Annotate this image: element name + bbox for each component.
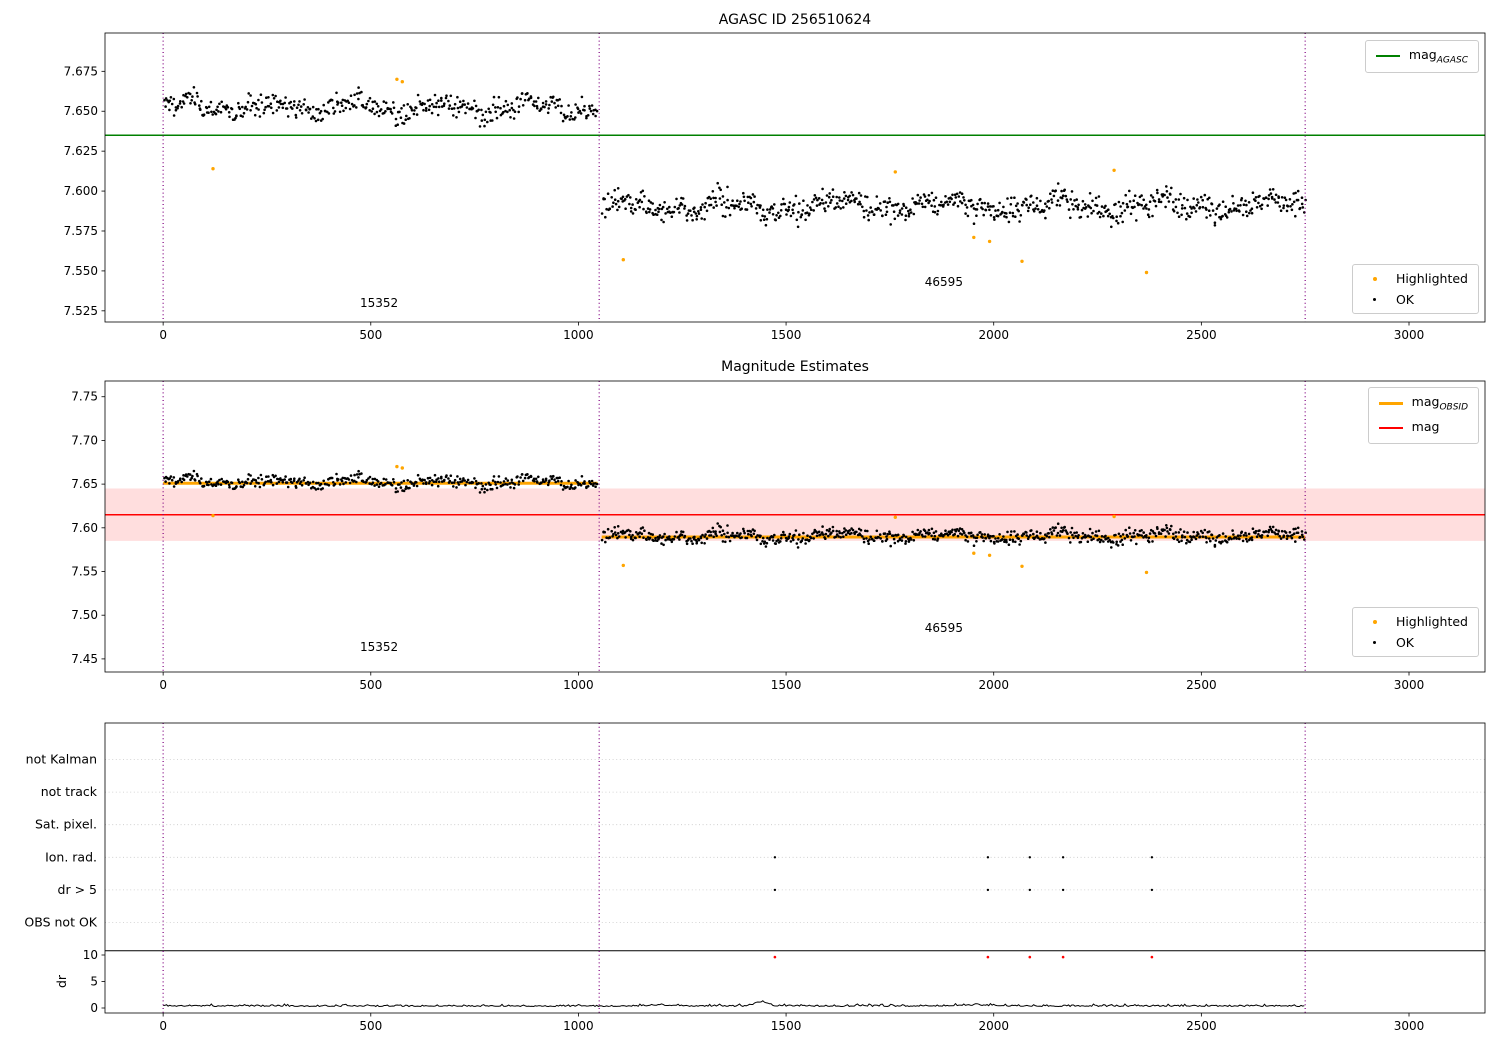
- svg-text:7.575: 7.575: [64, 224, 98, 238]
- legend-label: Highlighted: [1395, 614, 1468, 629]
- legend-item: Highlighted: [1363, 614, 1468, 629]
- svg-text:7.65: 7.65: [71, 477, 98, 491]
- legend-item: Highlighted: [1363, 271, 1468, 286]
- svg-text:7.650: 7.650: [64, 104, 98, 118]
- svg-text:3000: 3000: [1394, 1019, 1425, 1033]
- legend-label: magOBSID: [1411, 394, 1468, 413]
- axes-frame: [104, 32, 1486, 323]
- legend-p1-markers: Highlighted OK: [1351, 264, 1479, 314]
- svg-text:7.625: 7.625: [64, 144, 98, 158]
- svg-text:2500: 2500: [1186, 678, 1217, 692]
- legend-label: OK: [1395, 292, 1414, 307]
- dr-trace: [163, 1000, 1305, 1008]
- highlighted-points: [211, 464, 1149, 575]
- svg-text:5: 5: [90, 975, 98, 989]
- svg-text:dr: dr: [54, 974, 69, 988]
- orange-line-icon: [1378, 401, 1403, 405]
- svg-text:7.675: 7.675: [64, 64, 98, 78]
- flag-row-label: not Kalman: [26, 752, 97, 767]
- legend-sample: [1363, 298, 1387, 301]
- svg-text:1000: 1000: [563, 678, 594, 692]
- plot-mag-estimates: 15352 46595 0 500 1000 1500 2000 2500 3000 7.45 7.…: [71, 380, 1486, 692]
- legend-label: magAGASC: [1408, 47, 1468, 66]
- flag-row-label: Ion. rad.: [45, 849, 97, 864]
- svg-text:1500: 1500: [771, 328, 802, 342]
- svg-text:7.70: 7.70: [71, 433, 98, 447]
- svg-text:7.60: 7.60: [71, 521, 98, 535]
- svg-text:0: 0: [159, 328, 167, 342]
- black-dot-icon: [1373, 641, 1377, 644]
- svg-text:0: 0: [159, 1019, 167, 1033]
- svg-text:7.55: 7.55: [71, 565, 98, 579]
- obsid-annotation: 46595: [925, 275, 963, 289]
- svg-text:7.45: 7.45: [71, 652, 98, 666]
- legend-mag-agasc: magAGASC: [1364, 40, 1479, 73]
- svg-text:2000: 2000: [978, 328, 1009, 342]
- red-line-icon: [1378, 426, 1403, 429]
- legend-item: OK: [1363, 292, 1468, 307]
- svg-text:7.600: 7.600: [64, 184, 98, 198]
- ok-points: [163, 469, 1307, 549]
- legend-sample: [1363, 619, 1387, 624]
- flag-row-label: Sat. pixel.: [35, 817, 97, 832]
- black-dot-icon: [1373, 298, 1377, 301]
- svg-text:2500: 2500: [1186, 328, 1217, 342]
- svg-text:7.50: 7.50: [71, 608, 98, 622]
- legend-label: OK: [1395, 635, 1414, 650]
- green-line-icon: [1375, 55, 1400, 58]
- svg-text:7.525: 7.525: [64, 304, 98, 318]
- svg-text:1500: 1500: [771, 678, 802, 692]
- svg-text:1500: 1500: [771, 1019, 802, 1033]
- svg-text:2000: 2000: [978, 678, 1009, 692]
- svg-text:500: 500: [359, 678, 382, 692]
- svg-text:3000: 3000: [1394, 328, 1425, 342]
- svg-text:3000: 3000: [1394, 678, 1425, 692]
- axes-frame: [104, 722, 1486, 1014]
- svg-text:2500: 2500: [1186, 1019, 1217, 1033]
- axes-frame: [104, 380, 1486, 673]
- svg-text:0: 0: [90, 1001, 98, 1015]
- legend-item: mag: [1378, 418, 1468, 438]
- legend-sample: [1363, 276, 1387, 281]
- flag-row-label: dr > 5: [58, 882, 97, 897]
- svg-text:2000: 2000: [978, 1019, 1009, 1033]
- svg-text:500: 500: [359, 328, 382, 342]
- legend-label: mag: [1411, 418, 1440, 434]
- legend-item: OK: [1363, 635, 1468, 650]
- obsid-annotation: 46595: [925, 621, 963, 635]
- legend-item: magOBSID: [1378, 394, 1468, 413]
- svg-text:7.550: 7.550: [64, 264, 98, 278]
- legend-mag-obsid: magOBSID mag: [1367, 387, 1479, 444]
- plot2-title: Magnitude Estimates: [721, 359, 869, 375]
- legend-label: Highlighted: [1395, 271, 1468, 286]
- ok-points: [163, 86, 1307, 229]
- svg-text:7.75: 7.75: [71, 390, 98, 404]
- flag-row-label: OBS not OK: [24, 915, 97, 930]
- legend-p2-markers: Highlighted OK: [1351, 607, 1479, 657]
- highlighted-points: [211, 77, 1149, 275]
- orange-dot-icon: [1372, 276, 1377, 281]
- dr-outlier-points: [773, 955, 1154, 959]
- plot-flags-dr: not Kalman not track Sat. pixel. Ion. rad. d…: [24, 722, 1486, 1033]
- flag-event-points: [773, 856, 1154, 892]
- svg-text:1000: 1000: [563, 1019, 594, 1033]
- flag-row-label: not track: [41, 784, 98, 799]
- obsid-annotation: 15352: [360, 296, 398, 310]
- orange-dot-icon: [1372, 619, 1377, 624]
- svg-text:0: 0: [159, 678, 167, 692]
- legend-item: magAGASC: [1375, 47, 1468, 66]
- svg-text:500: 500: [359, 1019, 382, 1033]
- svg-text:10: 10: [83, 948, 98, 962]
- plot1-title: AGASC ID 256510624: [718, 12, 872, 28]
- plot-mag-agasc: 15352 46595 0 500 1000 1500 2000 2500 3000 7.525 7…: [64, 32, 1486, 342]
- svg-text:1000: 1000: [563, 328, 594, 342]
- legend-sample: [1378, 401, 1403, 405]
- legend-sample: [1375, 55, 1400, 58]
- obsid-annotation: 15352: [360, 640, 398, 654]
- legend-sample: [1378, 426, 1403, 429]
- legend-sample: [1363, 641, 1387, 644]
